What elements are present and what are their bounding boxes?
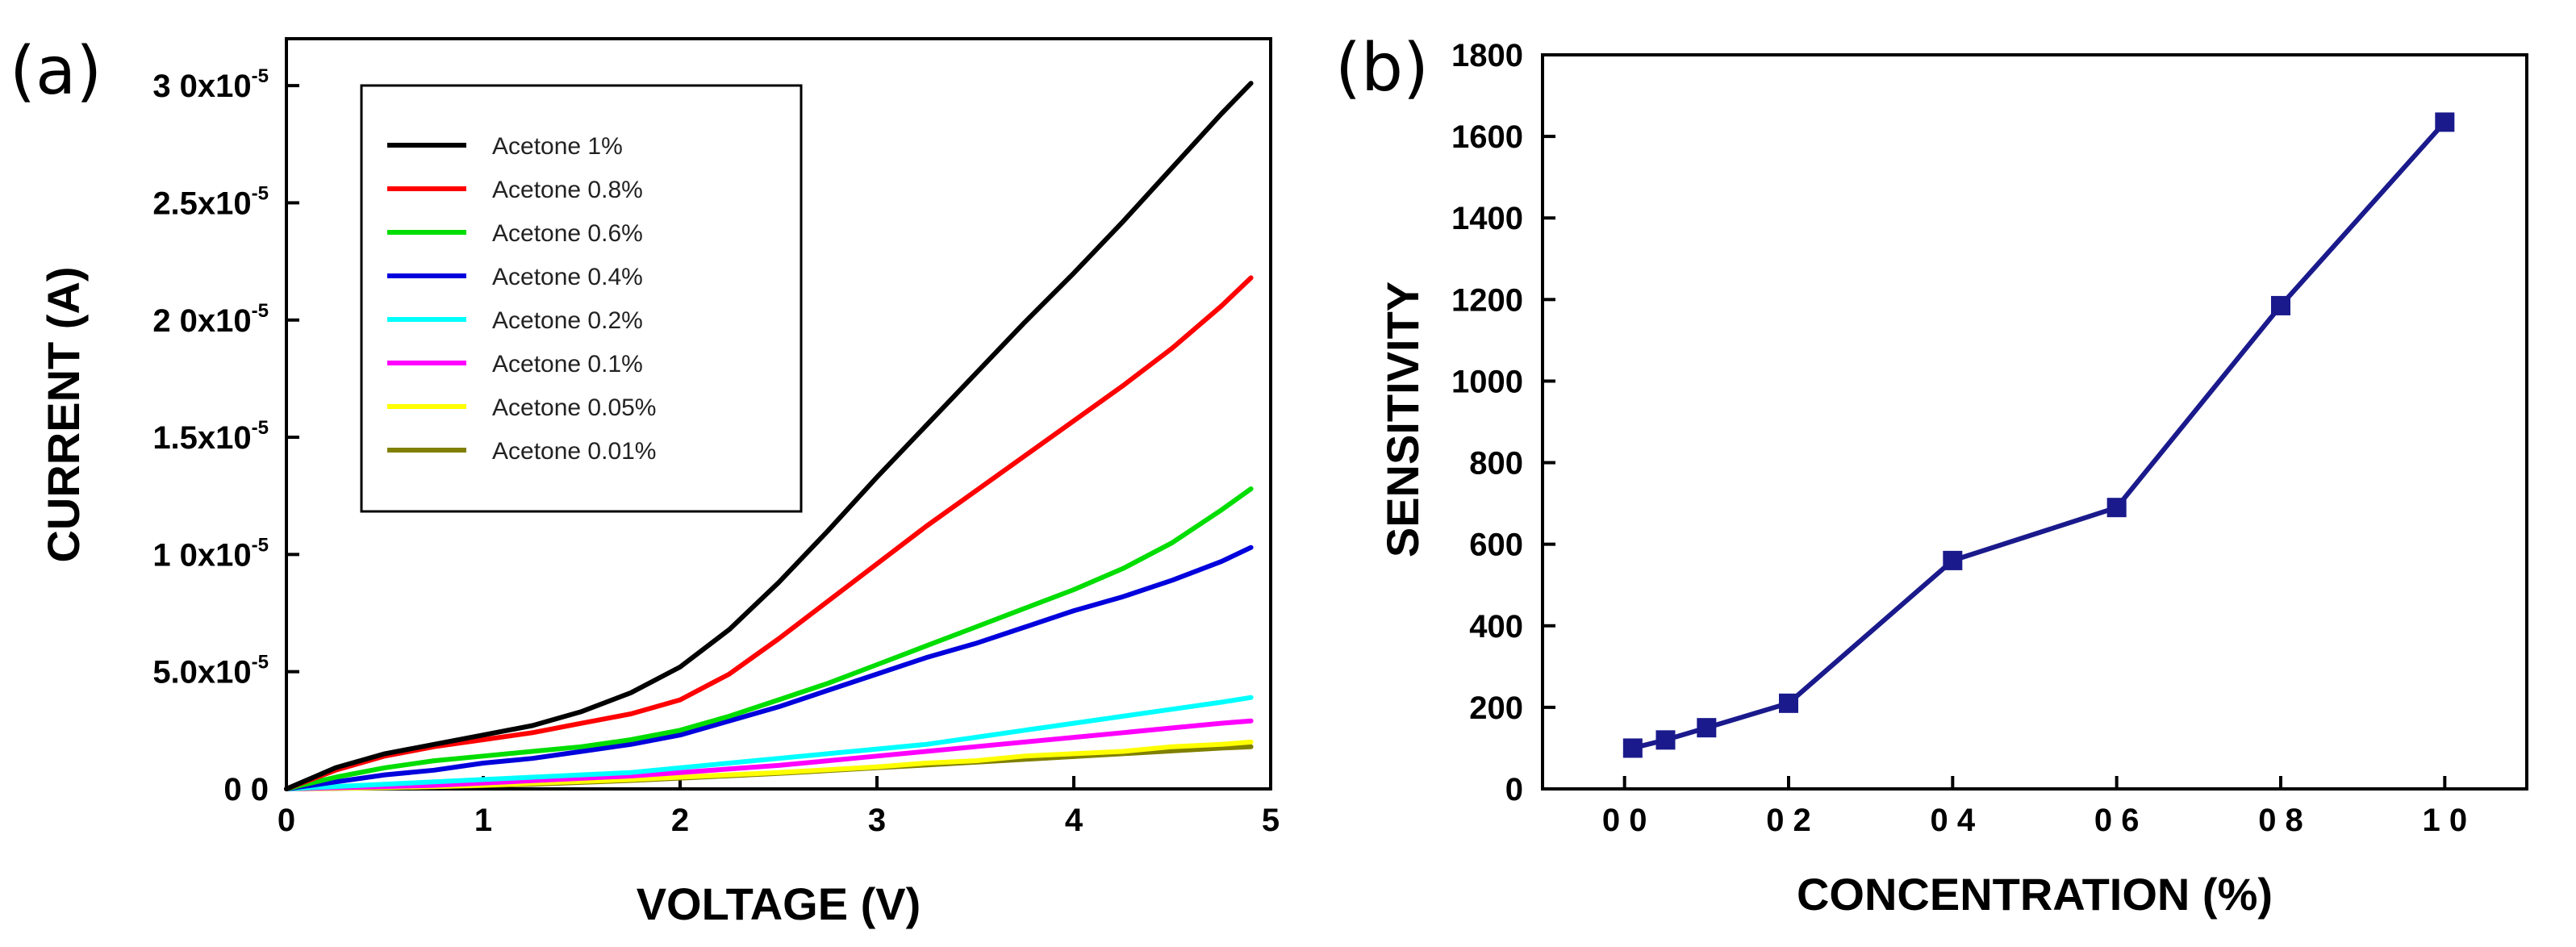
panel-a-x-tick-label: 3 bbox=[868, 803, 886, 838]
panel-a-series-line-5 bbox=[284, 695, 1254, 791]
panel-b-y-tick-label: 400 bbox=[1469, 609, 1523, 645]
panel-a-x-tick-label: 0 bbox=[278, 803, 295, 838]
panel-a-legend-box bbox=[360, 84, 803, 513]
panel-a-y-tick-exponent: -5 bbox=[252, 417, 269, 439]
panel-b-y-tick-label: 1200 bbox=[1451, 282, 1523, 318]
panel-a-legend-label: Acetone 0.4% bbox=[492, 264, 643, 290]
panel-b-data-point bbox=[2106, 498, 2127, 518]
panel-b-data-point bbox=[1943, 550, 1963, 570]
panel-b-data-point bbox=[1622, 738, 1643, 758]
panel-b-y-tick-label: 1800 bbox=[1451, 38, 1523, 73]
panel-b-y-tick-label: 0 bbox=[1505, 772, 1523, 807]
panel-a-x-tick-label: 4 bbox=[1065, 803, 1083, 838]
panel-b-label: (b) bbox=[1335, 30, 1429, 106]
panel-b-x-ticks: 0 0 0 2 0 4 0 6 0 8 1 0 bbox=[1602, 776, 2467, 838]
panel-b-data-point bbox=[2271, 295, 2290, 315]
panel-a-legend-label: Acetone 0.8% bbox=[492, 177, 643, 203]
panel-a-y-tick-exponent: -5 bbox=[252, 182, 269, 204]
panel-a-y-tick-mantissa: 1.5x10 bbox=[152, 420, 251, 456]
panel-a-y-axis-title: CURRENT (A) bbox=[38, 266, 89, 562]
panel-b-data-point bbox=[1655, 730, 1676, 750]
panel-a-y-tick-label: 2 0x10-5 bbox=[152, 300, 269, 339]
panel-b-y-tick-label: 800 bbox=[1469, 446, 1523, 482]
panel-a-y-tick-label: 1.5x10-5 bbox=[152, 417, 269, 456]
panel-a-legend-label: Acetone 0.05% bbox=[492, 394, 656, 421]
panel-a-y-tick-mantissa: 5.0x10 bbox=[152, 655, 251, 690]
panel-a-legend-label: Acetone 0.6% bbox=[492, 220, 643, 247]
panel-a-x-tick-label: 5 bbox=[1262, 803, 1280, 838]
panel-a-y-tick-exponent: -5 bbox=[252, 534, 269, 556]
panel-a-x-axis-title: VOLTAGE (V) bbox=[637, 878, 921, 929]
panel-a-y-tick-mantissa: 0 0 bbox=[223, 772, 269, 807]
panel-b-x-tick-label: 1 0 bbox=[2423, 803, 2468, 838]
panel-a-y-tick-exponent: -5 bbox=[252, 65, 269, 87]
panel-b-x-tick-label: 0 0 bbox=[1602, 803, 1647, 838]
panel-a-y-tick-label: 2.5x10-5 bbox=[152, 182, 269, 221]
panel-a-y-tick-label: 0 0 bbox=[223, 772, 269, 807]
panel-a-x-tick-label: 2 bbox=[671, 803, 689, 838]
panel-a-y-tick-mantissa: 2 0x10 bbox=[152, 303, 251, 339]
panel-a-series-line-6 bbox=[284, 718, 1254, 791]
panel-a-y-tick-exponent: -5 bbox=[252, 652, 269, 674]
panel-b-x-axis-title: CONCENTRATION (%) bbox=[1797, 869, 2273, 920]
panel-b-y-tick-label: 1000 bbox=[1451, 364, 1523, 399]
panel-a-y-tick-exponent: -5 bbox=[252, 300, 269, 322]
panel-a-series-line-1 bbox=[284, 81, 1254, 791]
panel-b-sensitivity-chart: (b) 0 0 0 2 0 4 0 6 0 8 1 0 0 200 400 600 800 1000… bbox=[1335, 30, 2528, 920]
panel-a-legend-label: Acetone 0.01% bbox=[492, 438, 656, 465]
panel-b-x-tick-label: 0 4 bbox=[1931, 803, 1976, 838]
panel-a-legend-label: Acetone 1% bbox=[492, 133, 623, 160]
panel-a-y-tick-mantissa: 1 0x10 bbox=[152, 537, 251, 573]
panel-b-y-axis-title: SENSITIVITY bbox=[1377, 282, 1428, 557]
panel-b-data-point bbox=[1779, 693, 1798, 713]
panel-b-data-point bbox=[2435, 112, 2455, 132]
panel-a-y-tick-mantissa: 2.5x10 bbox=[152, 186, 251, 221]
panel-b-x-tick-label: 0 6 bbox=[2094, 803, 2140, 838]
panel-b-x-tick-label: 0 2 bbox=[1766, 803, 1811, 838]
panel-a-y-ticks: 0 05.0x10-51 0x10-51.5x10-52 0x10-52.5x1… bbox=[152, 65, 299, 807]
panel-b-plot-frame bbox=[1541, 53, 2528, 791]
panel-a-x-ticks: 0 1 2 3 4 5 bbox=[278, 776, 1280, 838]
panel-b-y-tick-label: 1600 bbox=[1451, 119, 1523, 155]
panel-a-series-line-3 bbox=[284, 486, 1254, 791]
panel-b-y-tick-label: 1400 bbox=[1451, 201, 1523, 236]
panel-a-y-tick-label: 5.0x10-5 bbox=[152, 652, 269, 690]
panel-a-legend: Acetone 1% Acetone 0.8% Acetone 0.6% Aceton… bbox=[360, 84, 803, 513]
panel-a-legend-label: Acetone 0.2% bbox=[492, 307, 643, 334]
panel-a-label: (a) bbox=[10, 33, 102, 110]
panel-b-y-tick-label: 200 bbox=[1469, 690, 1523, 726]
panel-b-y-tick-label: 600 bbox=[1469, 528, 1523, 563]
panel-a-series-line-4 bbox=[284, 544, 1254, 791]
panel-b-x-tick-label: 0 8 bbox=[2258, 803, 2303, 838]
panel-a-series bbox=[284, 81, 1254, 791]
panel-b-data-point bbox=[1697, 718, 1717, 738]
panel-b-series bbox=[1622, 112, 2455, 758]
panel-a-x-tick-label: 1 bbox=[474, 803, 492, 838]
panel-a-y-tick-label: 3 0x10-5 bbox=[152, 65, 269, 104]
panel-a-y-tick-label: 1 0x10-5 bbox=[152, 534, 269, 573]
panel-a-legend-label: Acetone 0.1% bbox=[492, 351, 643, 378]
panel-a-series-line-2 bbox=[284, 275, 1254, 791]
panel-b-y-ticks: 0 200 400 600 800 1000 1200 1400 1600 1800 bbox=[1451, 38, 1555, 807]
panel-a-y-tick-mantissa: 3 0x10 bbox=[152, 69, 251, 104]
